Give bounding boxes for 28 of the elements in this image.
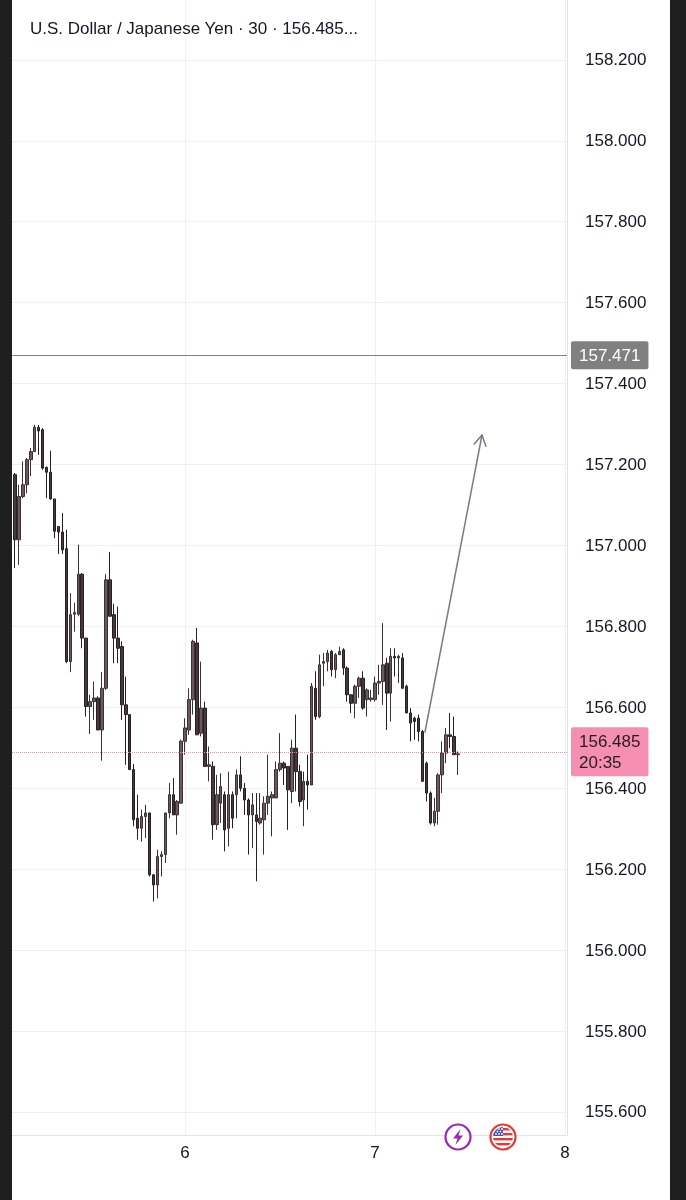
x-tick-label: 8: [560, 1143, 570, 1162]
candlestick: [318, 654, 321, 719]
y-tick-label: 156.000: [585, 940, 647, 960]
candlestick: [227, 771, 230, 847]
x-tick-label: 7: [370, 1143, 380, 1162]
candlestick: [255, 792, 258, 882]
y-tick-label: 156.400: [585, 778, 647, 798]
ref-line-label: 157.471: [579, 345, 641, 365]
candlestick: [195, 627, 199, 736]
candlestick: [322, 652, 325, 687]
y-tick-label: 156.200: [585, 859, 647, 879]
y-tick-label: 155.800: [585, 1021, 647, 1041]
ref-line-label: 156.485 20:35: [579, 731, 641, 772]
y-tick-label: 158.200: [585, 50, 647, 70]
y-tick-label: 158.000: [585, 131, 647, 151]
y-tick-label: 157.800: [585, 212, 647, 232]
candlestick: [156, 849, 159, 899]
candlestick: [13, 472, 17, 569]
x-tick-label: 6: [180, 1143, 190, 1162]
y-tick-label: 157.400: [585, 374, 647, 394]
y-tick-label: 155.600: [585, 1102, 647, 1122]
y-tick-label: 156.600: [585, 697, 647, 717]
candlestick: [330, 649, 333, 678]
text: U.S. Dollar / Japanese Yen · 30 · 156.485...: [30, 19, 358, 38]
y-tick-label: 156.800: [585, 616, 647, 636]
y-tick-label: 157.000: [585, 535, 647, 555]
y-tick-label: 157.200: [585, 455, 647, 475]
y-tick-label: 157.600: [585, 293, 647, 313]
